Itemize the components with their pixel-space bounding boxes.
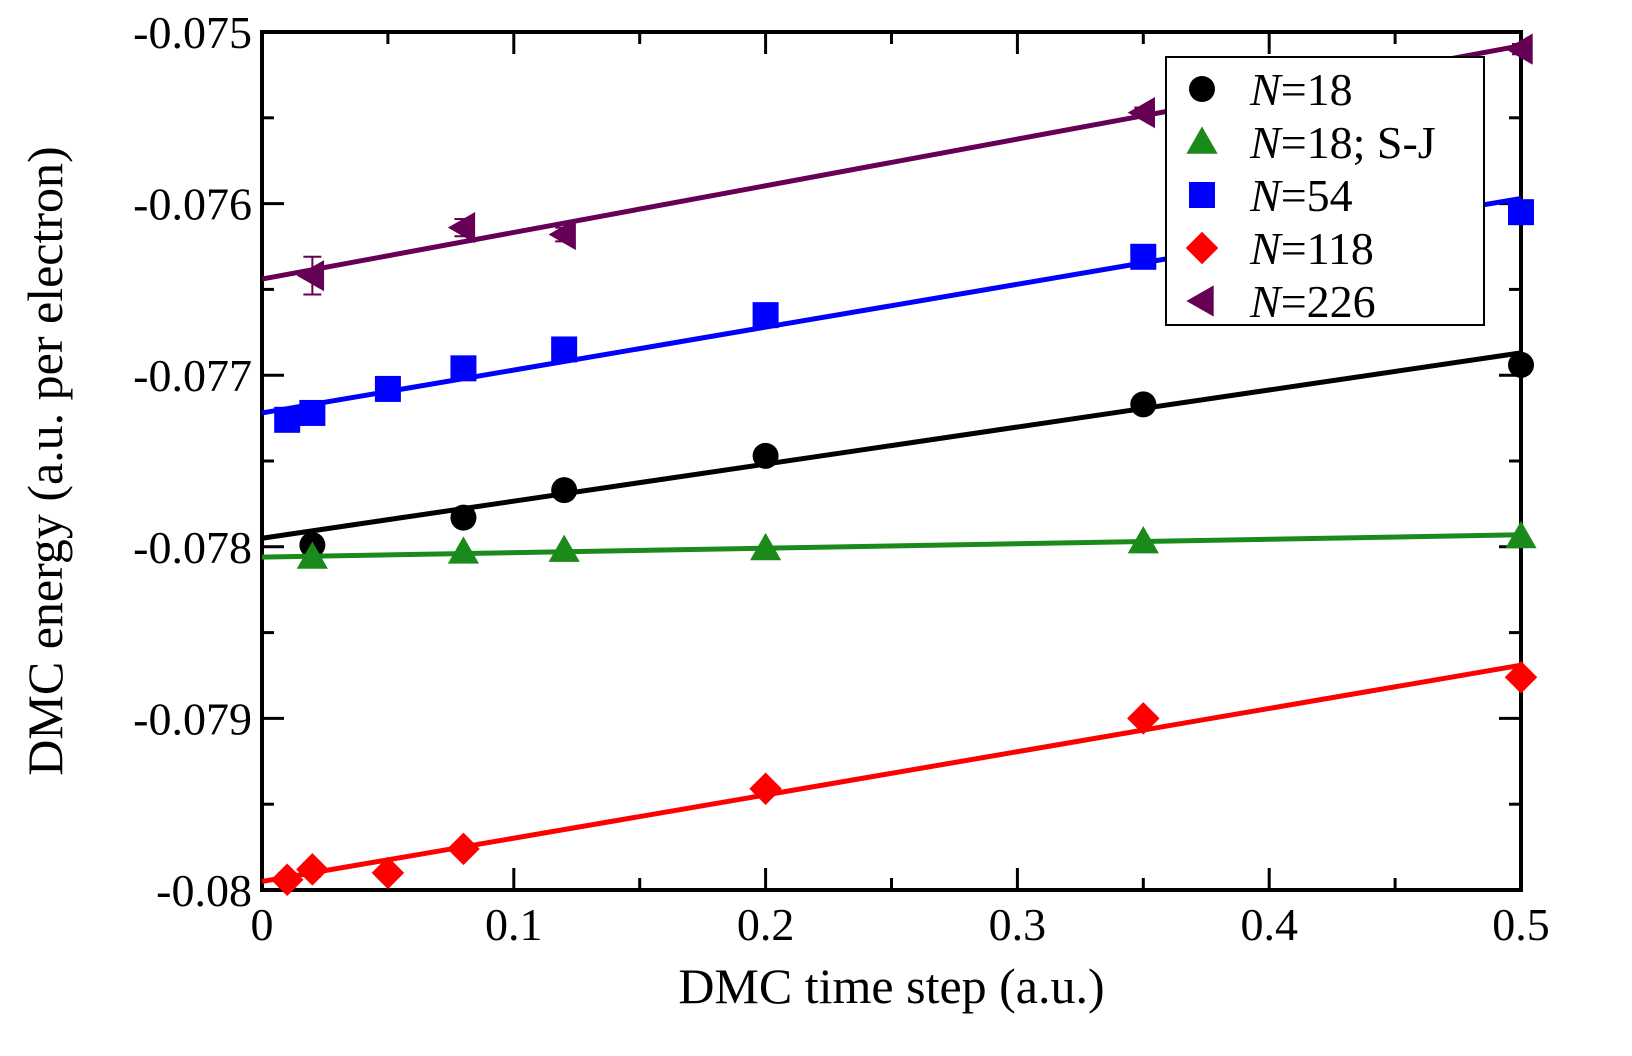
- data-point: [447, 212, 476, 244]
- series-1: [261, 520, 1537, 569]
- data-point: [296, 260, 325, 292]
- y-tick-label: -0.075: [133, 7, 252, 58]
- legend-marker: [1189, 182, 1215, 208]
- series-0: [261, 350, 1534, 559]
- data-point: [374, 375, 401, 402]
- data-point: [1130, 243, 1157, 270]
- data-point: [1505, 33, 1533, 65]
- data-point: [548, 218, 576, 251]
- data-point: [752, 302, 779, 329]
- data-point: [551, 336, 578, 363]
- legend-label: N=118: [1249, 223, 1374, 274]
- legend-item: N=226: [1186, 276, 1376, 327]
- data-point: [1505, 520, 1537, 549]
- legend-label: N=54: [1249, 170, 1353, 221]
- data-point: [296, 541, 328, 569]
- y-tick-label: -0.078: [133, 522, 252, 573]
- data-point: [752, 442, 779, 469]
- data-point: [1504, 660, 1538, 694]
- x-tick-label: 0.5: [1492, 899, 1550, 950]
- x-tick-label: 0: [251, 899, 274, 950]
- data-point: [551, 477, 578, 504]
- legend-marker: [1185, 231, 1219, 265]
- data-point: [1127, 97, 1155, 129]
- data-point: [750, 532, 782, 561]
- legend-item: N=54: [1189, 170, 1353, 221]
- legend-label: N=226: [1249, 276, 1376, 327]
- fit-line: [261, 532, 1522, 560]
- data-point: [1508, 351, 1534, 378]
- data-point: [447, 832, 480, 866]
- series-3: [261, 660, 1538, 896]
- x-tick-label: 0.2: [737, 899, 795, 950]
- legend-label: N=18: [1249, 64, 1353, 115]
- x-tick-label: 0.4: [1240, 899, 1298, 950]
- data-point: [450, 355, 477, 382]
- legend-item: N=118: [1185, 223, 1374, 274]
- data-point: [1130, 391, 1157, 418]
- y-tick-label: -0.08: [156, 865, 252, 916]
- data-point: [274, 406, 301, 433]
- y-tick-label: -0.077: [133, 350, 252, 401]
- data-point: [447, 536, 480, 564]
- fit-line: [261, 350, 1522, 541]
- legend-label: N=18; S-J: [1249, 117, 1436, 168]
- y-tick-label: -0.076: [133, 179, 252, 230]
- data-point: [371, 856, 405, 890]
- legend-marker: [1186, 285, 1214, 317]
- legend-box: [1165, 56, 1485, 326]
- data-point: [749, 772, 782, 806]
- data-point: [450, 504, 477, 531]
- y-tick-label: -0.079: [133, 693, 252, 744]
- legend-item: N=18; S-J: [1186, 117, 1436, 168]
- x-axis-label: DMC time step (a.u.): [678, 958, 1104, 1014]
- data-point: [296, 853, 329, 886]
- legend-marker: [1186, 126, 1218, 154]
- x-tick-label: 0.3: [989, 899, 1047, 950]
- data-point: [1508, 199, 1534, 226]
- x-tick-label: 0.1: [485, 899, 543, 950]
- legend-marker: [1189, 76, 1215, 102]
- data-point: [548, 534, 580, 562]
- y-axis-label: DMC energy (a.u. per electron): [17, 146, 73, 775]
- data-point: [1127, 526, 1159, 554]
- data-point: [299, 399, 326, 426]
- data-point: [1127, 702, 1160, 735]
- axes: 0 0.1 0.2 0.3 0.4 0.5 -0.08 -0.079 -0.078 -0.077 -…: [133, 7, 1550, 950]
- data-point: [270, 863, 304, 896]
- legend-item: N=18: [1189, 64, 1353, 115]
- series-layer: [261, 33, 1538, 896]
